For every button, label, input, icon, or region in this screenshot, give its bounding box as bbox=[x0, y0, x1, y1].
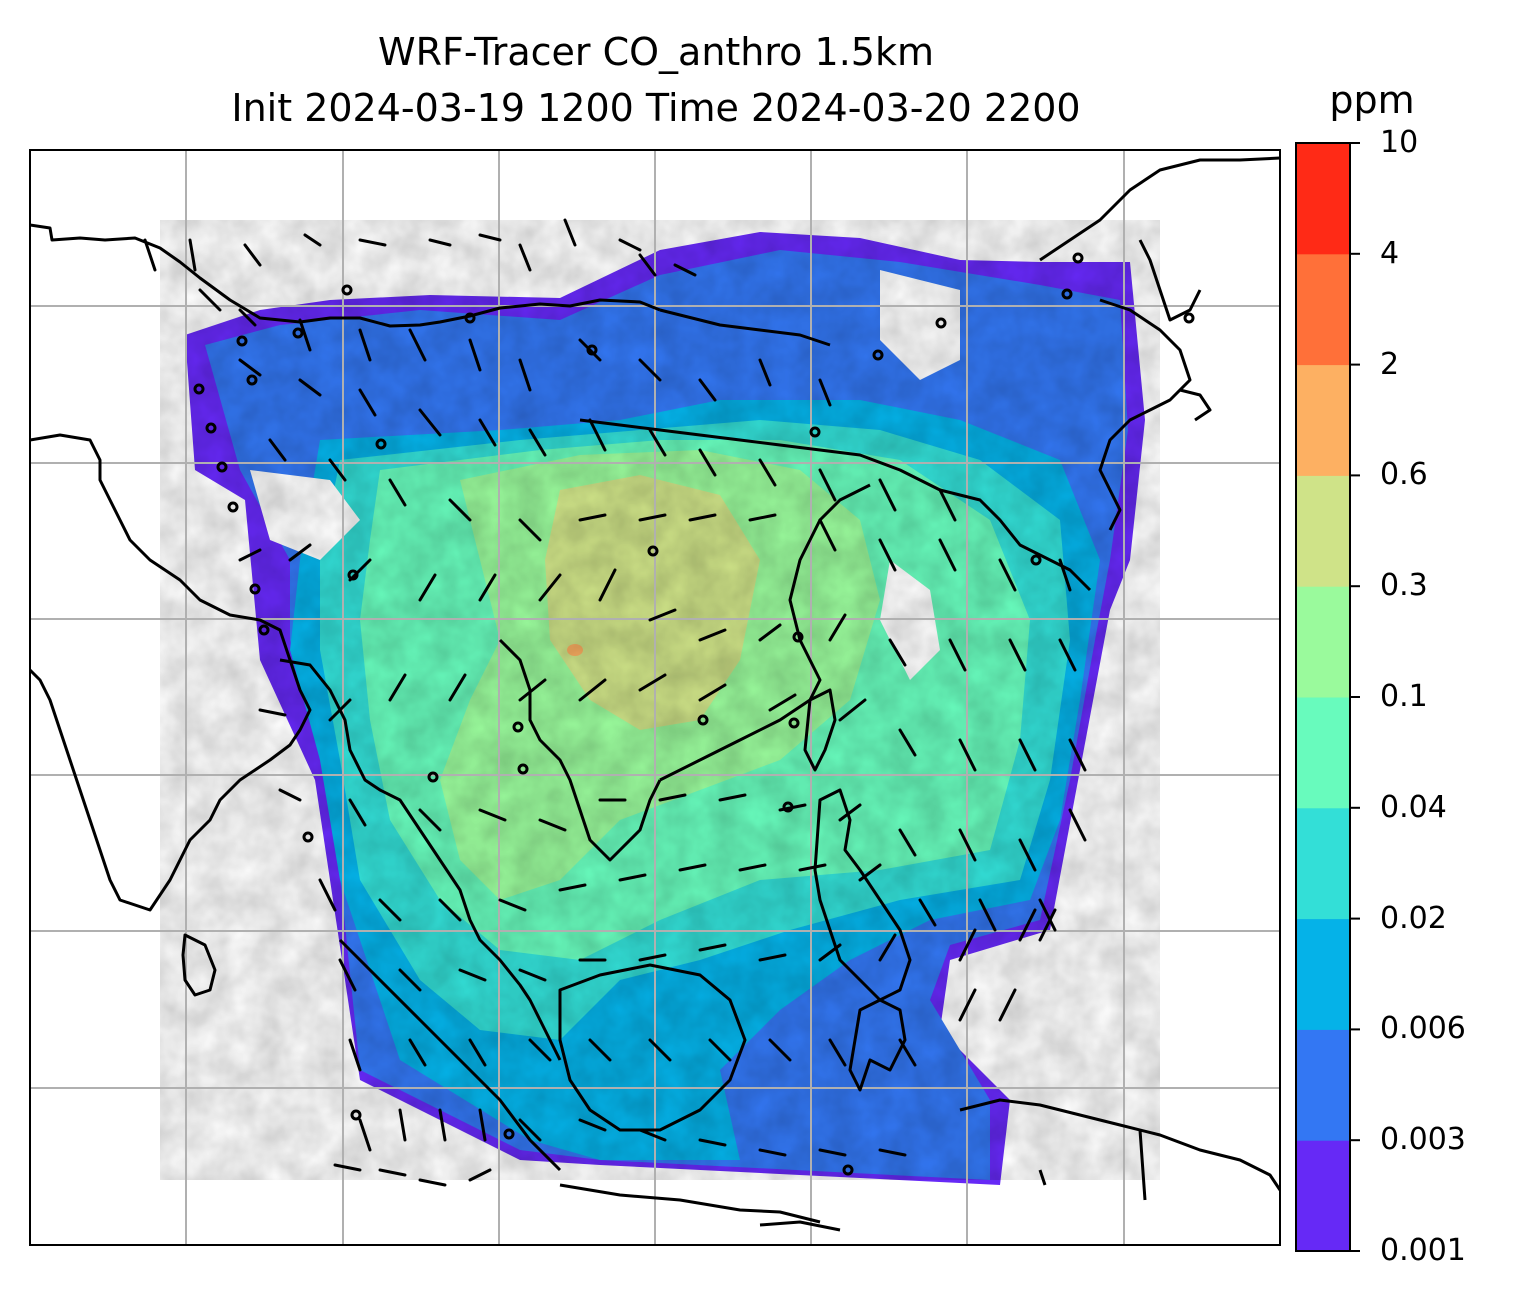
colorbar-segment bbox=[1296, 1029, 1350, 1141]
colorbar-segment bbox=[1296, 364, 1350, 476]
coast-sri-lanka bbox=[181, 933, 217, 997]
colorbar-tick-label: 0.1 bbox=[1380, 679, 1428, 714]
colorbar-segment bbox=[1296, 475, 1350, 587]
wind-barbs bbox=[143, 218, 1087, 1187]
coast-taiwan bbox=[803, 688, 837, 772]
coast-java bbox=[559, 1183, 841, 1232]
colorbar-tick-label: 0.003 bbox=[1380, 1122, 1466, 1158]
coast-china bbox=[579, 308, 1092, 782]
colorbar bbox=[1295, 142, 1360, 1252]
plot-area bbox=[30, 150, 1280, 1245]
coast-korea-japan bbox=[1039, 156, 1280, 531]
chart-title-line2: Init 2024-03-19 1200 Time 2024-03-20 220… bbox=[231, 86, 1081, 130]
coast-myanmar-thailand bbox=[279, 638, 662, 1061]
coast-philippines bbox=[813, 788, 912, 1002]
plot-frame bbox=[29, 149, 1281, 1246]
colorbar-segment bbox=[1296, 918, 1350, 1030]
colorbar-tick-label: 0.3 bbox=[1380, 568, 1428, 604]
calm-wind-circles bbox=[193, 252, 1195, 1176]
colorbar-tick-label: 0.006 bbox=[1380, 1011, 1466, 1047]
colorbar-tick-label: 0.6 bbox=[1380, 457, 1428, 493]
colorbar-tick-label: 0.001 bbox=[1380, 1233, 1466, 1268]
coast-sulawesi bbox=[848, 998, 907, 1092]
chart-title-line1: WRF-Tracer CO_anthro 1.5km bbox=[378, 30, 934, 74]
colorbar-tick-label: 10 bbox=[1380, 125, 1419, 160]
colorbar-tick-label: 4 bbox=[1380, 235, 1400, 271]
colorbar-tick-label: 0.02 bbox=[1380, 900, 1447, 936]
colorbar-segment bbox=[1296, 1140, 1350, 1252]
colorbar-segment bbox=[1296, 253, 1350, 366]
colorbar-tick-label: 2 bbox=[1380, 346, 1400, 382]
colorbar-segment bbox=[1296, 586, 1350, 698]
colorbar-segment bbox=[1296, 697, 1350, 809]
colorbar-unit-label: ppm bbox=[1329, 78, 1415, 122]
colorbar-segment bbox=[1296, 143, 1350, 255]
lat-lon-gridlines bbox=[30, 150, 1280, 1245]
coast-sumatra bbox=[338, 938, 562, 1172]
colorbar-tick-label: 0.04 bbox=[1380, 789, 1447, 825]
coast-borneo bbox=[558, 963, 747, 1132]
coast-india bbox=[30, 223, 661, 912]
concentration-field bbox=[160, 220, 1160, 1185]
coastlines bbox=[30, 156, 1280, 1232]
coast-new-guinea bbox=[959, 1098, 1280, 1201]
colorbar-segment bbox=[1296, 807, 1350, 920]
